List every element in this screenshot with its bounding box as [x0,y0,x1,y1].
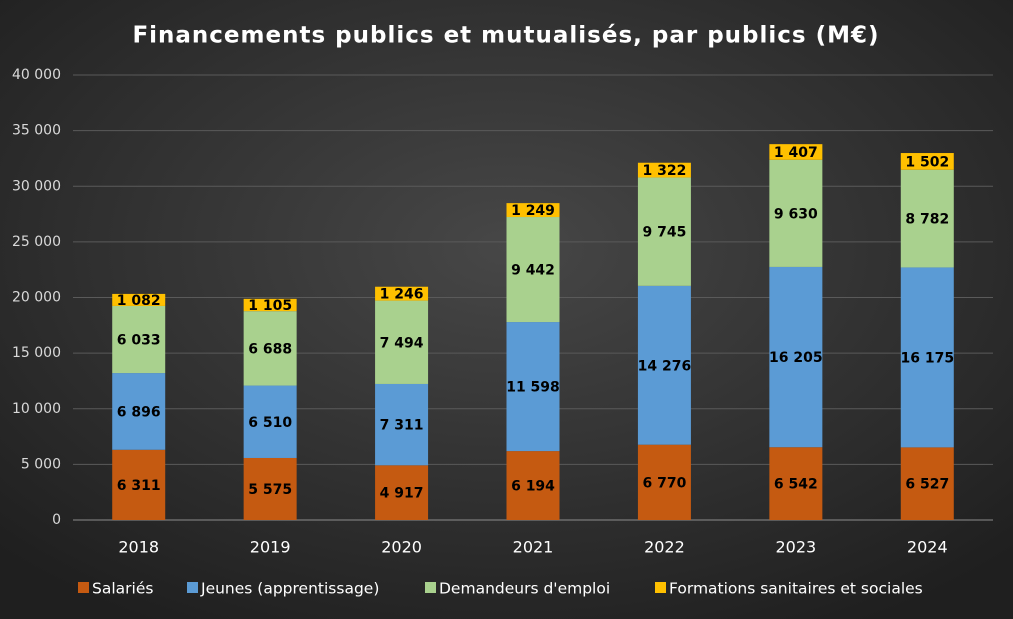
x-tick-label: 2024 [907,538,948,557]
value-label: 16 175 [900,350,954,366]
y-tick-label: 10 000 [12,401,61,417]
value-label: 6 033 [117,333,161,349]
bar-segment [506,203,560,218]
y-tick-label: 25 000 [12,234,61,250]
x-tick-label: 2022 [644,538,685,557]
bar-segment [506,451,560,520]
bar-segment [506,217,560,323]
value-label: 16 205 [769,350,823,366]
bar-segment [112,449,166,520]
value-label: 1 322 [643,163,687,179]
value-label: 1 082 [117,293,161,309]
value-label: 14 276 [638,358,692,374]
bar-segment [769,144,823,160]
bar-segment [637,444,691,520]
value-label: 6 688 [248,341,292,357]
y-tick-label: 0 [52,512,61,528]
bar-segment [637,285,691,445]
x-tick-label: 2018 [118,538,159,557]
value-label: 1 246 [380,287,424,303]
bar-segment [375,286,429,301]
bar-segment [506,322,560,452]
value-label: 7 494 [380,335,424,351]
legend-swatch [655,582,666,593]
value-label: 8 782 [905,212,949,228]
bar-segment [637,177,691,286]
value-label: 1 407 [774,145,818,161]
legend-label: Salariés [92,580,153,598]
bar-segment [900,267,954,448]
y-tick-label: 20 000 [12,290,61,306]
bar-segment [769,266,823,448]
value-label: 6 542 [774,477,818,493]
bar-segment [375,300,429,384]
bar-segment [900,447,954,520]
bar-segment [243,457,297,520]
y-tick-label: 15 000 [12,345,61,361]
y-tick-label: 40 000 [12,67,61,83]
value-label: 11 598 [506,380,560,396]
value-label: 7 311 [380,418,424,434]
legend-label: Demandeurs d'emploi [439,580,610,598]
y-tick-label: 35 000 [12,123,61,139]
value-label: 6 527 [905,477,949,493]
value-label: 6 194 [511,479,555,495]
bar-segment [243,311,297,386]
value-label: 6 311 [117,478,161,494]
bar-segment [112,305,166,374]
y-tick-label: 5 000 [21,456,61,472]
bar-segment [900,169,954,268]
legend-swatch [78,582,89,593]
legend-label: Jeunes (apprentissage) [200,580,379,598]
value-label: 1 249 [511,203,555,219]
legend-swatch [187,582,198,593]
value-label: 1 502 [905,154,949,170]
bar-segment [112,373,166,450]
x-tick-label: 2023 [775,538,816,557]
value-label: 9 745 [643,225,687,241]
x-tick-label: 2019 [250,538,291,557]
chart-title: Financements publics et mutualisés, par … [132,23,879,49]
bar-segment [637,162,691,178]
value-label: 1 105 [248,298,292,314]
legend-swatch [425,582,436,593]
x-tick-label: 2020 [381,538,422,557]
bar-segment [769,447,823,520]
bar-segment [375,383,429,466]
bar-segment [769,159,823,267]
value-label: 4 917 [380,486,424,502]
value-label: 9 442 [511,263,555,279]
bar-segment [900,153,954,170]
bar-segment [375,465,429,520]
value-label: 6 770 [643,475,687,491]
value-label: 6 510 [248,415,292,431]
bar-segment [243,298,297,312]
value-label: 9 630 [774,206,818,222]
bar-segment [112,293,166,306]
bar-segment [243,385,297,458]
legend-label: Formations sanitaires et sociales [669,580,923,598]
x-tick-label: 2021 [513,538,554,557]
y-tick-label: 30 000 [12,178,61,194]
value-label: 6 896 [117,404,161,420]
value-label: 5 575 [248,482,292,498]
